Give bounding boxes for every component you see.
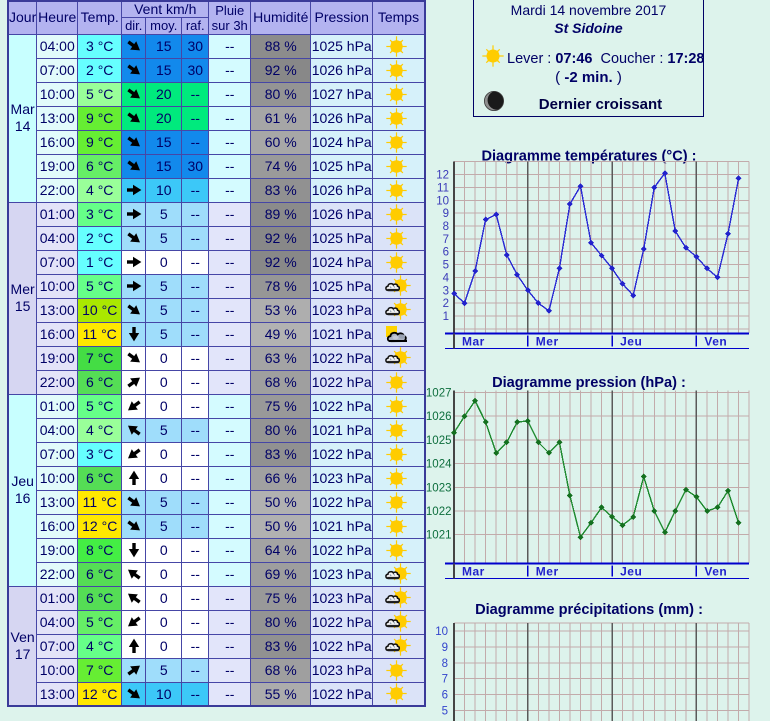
svg-text:Jeu: Jeu xyxy=(620,335,642,349)
svg-text:1021: 1021 xyxy=(426,530,452,542)
svg-text:Mer: Mer xyxy=(536,565,559,579)
svg-text:Mer: Mer xyxy=(536,335,559,349)
svg-text:1023: 1023 xyxy=(426,482,452,494)
svg-text:Diagramme précipitations (mm): Diagramme précipitations (mm) : xyxy=(475,602,703,618)
svg-text:6: 6 xyxy=(443,247,449,259)
svg-text:Mar: Mar xyxy=(462,565,485,579)
svg-text:1: 1 xyxy=(443,311,449,323)
svg-text:6: 6 xyxy=(442,690,448,702)
svg-text:Ven: Ven xyxy=(704,565,727,579)
svg-text:9: 9 xyxy=(442,642,448,654)
svg-text:8: 8 xyxy=(442,658,448,670)
svg-text:1025: 1025 xyxy=(426,435,452,447)
svg-text:9: 9 xyxy=(443,208,449,220)
svg-text:5: 5 xyxy=(443,260,449,272)
svg-text:5: 5 xyxy=(442,706,448,718)
svg-text:12: 12 xyxy=(436,170,449,182)
svg-text:10: 10 xyxy=(435,626,448,638)
svg-text:2: 2 xyxy=(443,298,449,310)
svg-text:Mar: Mar xyxy=(462,335,485,349)
svg-text:4: 4 xyxy=(443,272,450,284)
svg-text:1026: 1026 xyxy=(426,411,452,423)
svg-text:1022: 1022 xyxy=(426,506,452,518)
svg-text:10: 10 xyxy=(436,195,449,207)
svg-text:7: 7 xyxy=(443,234,449,246)
svg-text:Diagramme températures (°C) :: Diagramme températures (°C) : xyxy=(481,149,696,165)
svg-text:3: 3 xyxy=(443,285,449,297)
svg-text:1027: 1027 xyxy=(426,388,452,400)
svg-text:8: 8 xyxy=(443,221,449,233)
svg-text:7: 7 xyxy=(442,674,448,686)
svg-text:1024: 1024 xyxy=(426,459,452,471)
svg-text:Ven: Ven xyxy=(704,335,727,349)
svg-text:Jeu: Jeu xyxy=(620,565,642,579)
svg-text:Diagramme pression (hPa) :: Diagramme pression (hPa) : xyxy=(492,375,686,391)
svg-text:11: 11 xyxy=(437,182,449,194)
